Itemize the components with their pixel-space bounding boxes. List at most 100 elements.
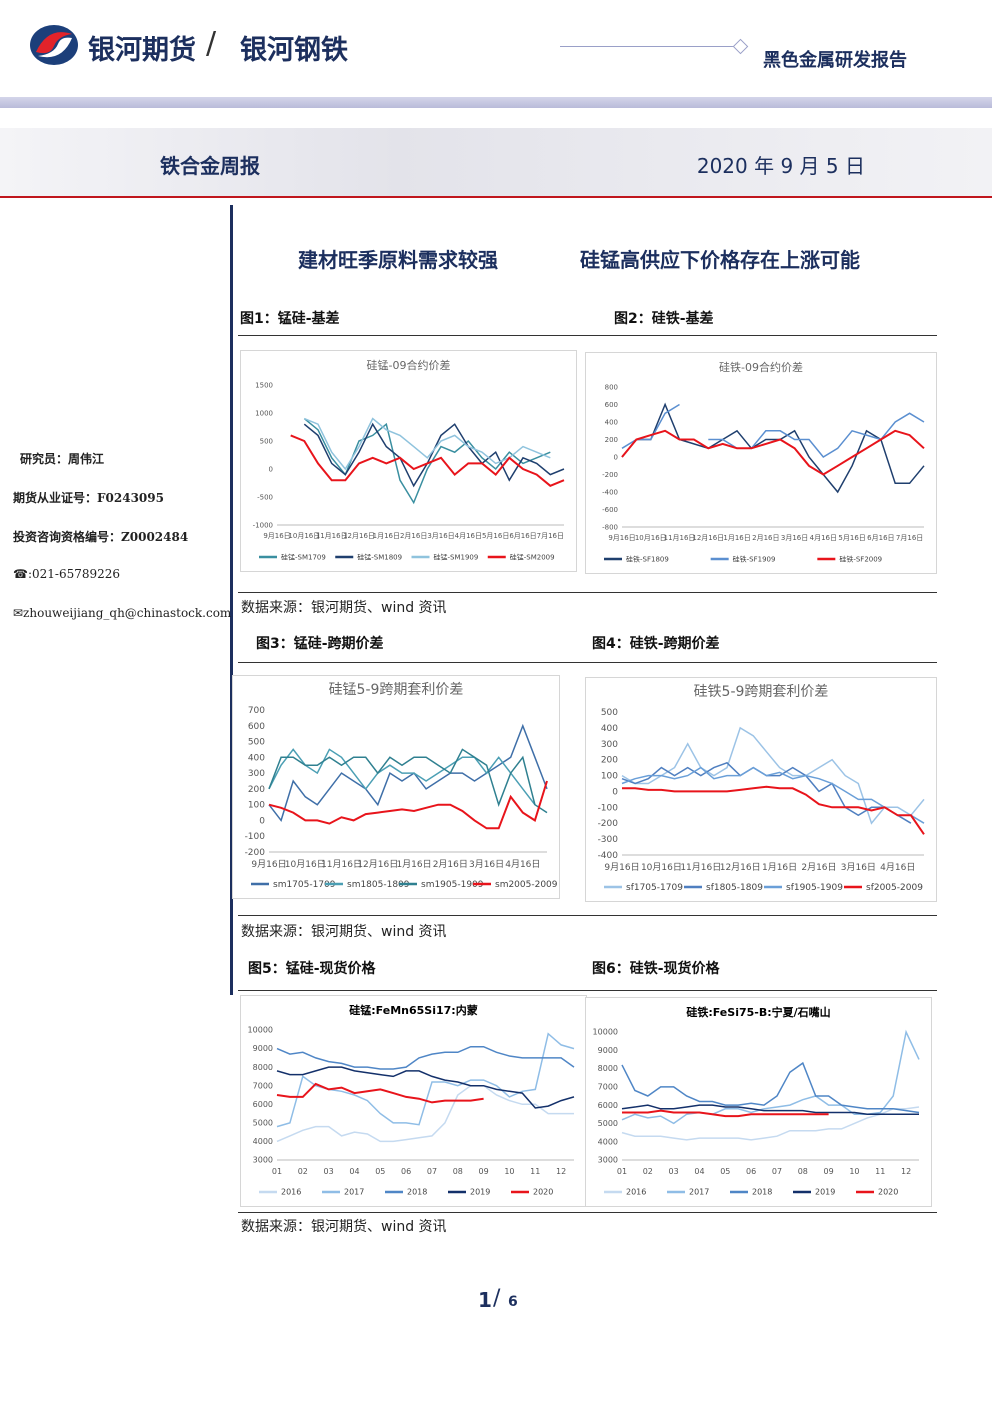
series-line bbox=[268, 780, 548, 830]
legend-label: sf1805-1809 bbox=[706, 883, 763, 893]
x-tick-label: 02 bbox=[298, 1167, 308, 1176]
legend-label: sf1905-1909 bbox=[786, 883, 843, 893]
legend-label: sm1805-1809 bbox=[347, 880, 410, 890]
title-band bbox=[0, 128, 992, 196]
y-tick-label: 400 bbox=[248, 753, 265, 763]
y-tick-label: 9000 bbox=[253, 1044, 273, 1053]
y-tick-label: 5000 bbox=[598, 1119, 618, 1128]
x-tick-label: 10月16日 bbox=[635, 534, 667, 542]
page-current: 1 bbox=[478, 1288, 492, 1312]
series-line bbox=[276, 1082, 484, 1104]
x-tick-label: 05 bbox=[375, 1167, 385, 1176]
x-tick-label: 7月16日 bbox=[537, 532, 564, 540]
figure-caption: 图6：硅铁-现货价格 bbox=[592, 961, 720, 977]
x-tick-label: 10月16日 bbox=[285, 859, 326, 870]
series-line bbox=[621, 1106, 920, 1141]
y-tick-label: -500 bbox=[257, 493, 273, 501]
license: 期货从业证号：F0243095 bbox=[13, 491, 164, 505]
chart-title: 硅锰5-9跨期套利价差 bbox=[329, 682, 464, 698]
x-tick-label: 4月16日 bbox=[455, 532, 482, 540]
y-tick-label: 400 bbox=[605, 418, 618, 426]
x-tick-label: 10月16日 bbox=[288, 532, 320, 540]
y-tick-label: -100 bbox=[245, 832, 266, 842]
x-tick-label: 11 bbox=[530, 1167, 540, 1176]
x-tick-label: 9月16日 bbox=[604, 862, 639, 873]
rule bbox=[238, 1212, 937, 1213]
series-line bbox=[621, 766, 925, 824]
series-line bbox=[268, 723, 548, 823]
x-tick-label: 3月16日 bbox=[469, 859, 504, 870]
legend-label: 2017 bbox=[689, 1188, 709, 1197]
rule bbox=[238, 915, 937, 916]
y-tick-label: -800 bbox=[602, 523, 618, 531]
x-tick-label: 11月16日 bbox=[321, 859, 362, 870]
chart-title: 硅铁-09合约价差 bbox=[719, 360, 803, 374]
chart: 硅铁5-9跨期套利价差 -400 -300 -200 -100 0 100 200 300 400… bbox=[585, 677, 937, 902]
legend-label: sm2005-2009 bbox=[495, 880, 558, 890]
series-line bbox=[303, 422, 565, 488]
y-tick-label: -400 bbox=[598, 851, 619, 861]
y-tick-label: 800 bbox=[605, 383, 618, 391]
y-tick-label: 4000 bbox=[598, 1137, 618, 1146]
y-tick-label: 4000 bbox=[253, 1137, 273, 1146]
x-tick-label: 03 bbox=[324, 1167, 334, 1176]
chart: 硅铁-09合约价差 -800 -600 -400 -200 0 200 400 600 800 9月… bbox=[585, 352, 937, 574]
x-tick-label: 12月16日 bbox=[343, 532, 375, 540]
series-line bbox=[621, 726, 925, 825]
legend-label: 2018 bbox=[752, 1188, 772, 1197]
figure-caption: 图4：硅铁-跨期价差 bbox=[592, 636, 720, 652]
y-tick-label: 200 bbox=[601, 756, 618, 766]
y-tick-label: 200 bbox=[605, 436, 618, 444]
x-tick-label: 09 bbox=[479, 1167, 489, 1176]
chart: 硅锰-09合约价差 -1000 -500 0 500 1000 1500 9月16日10月16… bbox=[240, 350, 577, 572]
x-tick-label: 9月16日 bbox=[263, 532, 290, 540]
y-tick-label: -200 bbox=[598, 819, 619, 829]
x-tick-label: 03 bbox=[669, 1167, 679, 1176]
series-line bbox=[276, 1066, 575, 1109]
legend-label: 硅铁-SF2009 bbox=[839, 554, 882, 563]
y-tick-label: 100 bbox=[601, 772, 618, 782]
y-tick-label: 700 bbox=[248, 706, 265, 716]
y-tick-label: 7000 bbox=[253, 1081, 273, 1090]
x-tick-label: 2月16日 bbox=[400, 532, 427, 540]
y-tick-label: -1000 bbox=[253, 521, 273, 529]
x-tick-label: 4月16日 bbox=[810, 534, 837, 542]
x-tick-label: 10 bbox=[504, 1167, 514, 1176]
legend-label: 硅铁-SF1809 bbox=[626, 554, 669, 563]
y-tick-label: 1000 bbox=[255, 409, 273, 417]
y-tick-label: 500 bbox=[260, 437, 273, 445]
x-tick-label: 2月16日 bbox=[752, 534, 779, 542]
x-tick-label: 1月16日 bbox=[396, 859, 431, 870]
y-tick-label: 0 bbox=[269, 465, 273, 473]
series-line bbox=[621, 403, 925, 458]
rule bbox=[238, 662, 937, 663]
x-tick-label: 11 bbox=[875, 1167, 885, 1176]
y-tick-label: 5000 bbox=[253, 1119, 273, 1128]
x-tick-label: 4月16日 bbox=[880, 862, 915, 873]
y-tick-label: -100 bbox=[598, 803, 619, 813]
y-tick-label: 500 bbox=[248, 738, 265, 748]
y-tick-label: 200 bbox=[248, 785, 265, 795]
legend-label: 2019 bbox=[470, 1188, 490, 1197]
figure-caption: 图1：锰硅-基差 bbox=[240, 311, 340, 327]
y-tick-label: 500 bbox=[601, 708, 618, 718]
y-tick-label: -200 bbox=[245, 848, 266, 858]
x-tick-label: 2月16日 bbox=[433, 859, 468, 870]
rule bbox=[238, 335, 937, 336]
y-tick-label: 600 bbox=[248, 722, 265, 732]
series-line bbox=[276, 1032, 575, 1128]
x-tick-label: 01 bbox=[617, 1167, 627, 1176]
x-tick-label: 07 bbox=[427, 1167, 437, 1176]
x-tick-label: 12月16日 bbox=[692, 534, 724, 542]
phone: ☎:021-65789226 bbox=[13, 567, 121, 581]
legend-label: 2020 bbox=[533, 1188, 553, 1197]
report-type: 黑色金属研发报告 bbox=[763, 50, 907, 71]
x-tick-label: 12月16日 bbox=[357, 859, 398, 870]
analyst: 研究员：周伟江 bbox=[20, 452, 105, 466]
series-line bbox=[276, 1045, 575, 1070]
y-tick-label: 9000 bbox=[598, 1046, 618, 1055]
x-tick-label: 10 bbox=[849, 1167, 859, 1176]
x-tick-label: 04 bbox=[694, 1167, 704, 1176]
x-tick-label: 1月16日 bbox=[373, 532, 400, 540]
